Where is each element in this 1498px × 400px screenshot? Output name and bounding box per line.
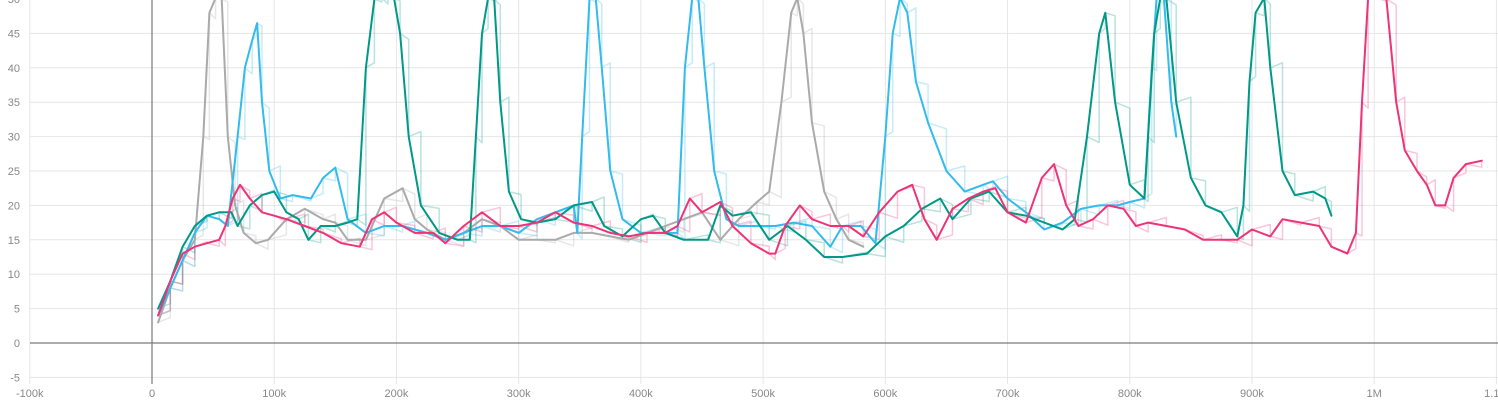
series-1-raw-line bbox=[157, 0, 1177, 317]
x-tick-label: 200k bbox=[385, 388, 409, 400]
y-tick-label: 20 bbox=[8, 200, 20, 212]
y-tick-label: 10 bbox=[8, 269, 20, 281]
x-tick-label: 1.1M bbox=[1484, 388, 1498, 400]
series-0-line bbox=[157, 0, 865, 324]
x-tick-label: 700k bbox=[996, 388, 1020, 400]
series-1-line bbox=[157, 0, 1178, 317]
y-tick-label: 35 bbox=[8, 97, 20, 109]
x-tick-label: -100k bbox=[16, 388, 44, 400]
y-tick-label: 5 bbox=[14, 304, 20, 316]
y-tick-label: -5 bbox=[10, 372, 20, 384]
y-tick-label: 15 bbox=[8, 235, 20, 247]
axes bbox=[30, 0, 1498, 384]
y-tick-label: 25 bbox=[8, 166, 20, 178]
y-tick-label: 30 bbox=[8, 132, 20, 144]
x-tick-label: 600k bbox=[873, 388, 897, 400]
x-tick-label: 800k bbox=[1118, 388, 1142, 400]
y-tick-label: 0 bbox=[14, 338, 20, 350]
x-tick-label: 1M bbox=[1367, 388, 1382, 400]
y-tick-labels: -5 0 5 10 15 20 25 30 35 40 45 50 bbox=[8, 0, 20, 384]
y-tick-label: 40 bbox=[8, 63, 20, 75]
series-3-raw-line bbox=[157, 0, 1483, 317]
x-tick-label: 500k bbox=[751, 388, 775, 400]
series-3-line bbox=[157, 0, 1483, 317]
y-tick-label: 50 bbox=[8, 0, 20, 6]
series-2-line bbox=[157, 0, 1333, 310]
x-tick-label: 0 bbox=[149, 388, 155, 400]
y-tick-label: 45 bbox=[8, 28, 20, 40]
y-gridlines bbox=[30, 32, 1498, 378]
x-tick-label: 400k bbox=[629, 388, 653, 400]
x-tick-label: 900k bbox=[1240, 388, 1264, 400]
x-tick-label: 300k bbox=[507, 388, 531, 400]
x-tick-labels: -100k 0 100k 200k 300k 400k 500k 600k 700k 800k 90… bbox=[16, 388, 1498, 400]
x-tick-label: 100k bbox=[262, 388, 286, 400]
series-2-raw-line bbox=[157, 0, 1333, 310]
series-layer bbox=[157, 0, 1483, 324]
